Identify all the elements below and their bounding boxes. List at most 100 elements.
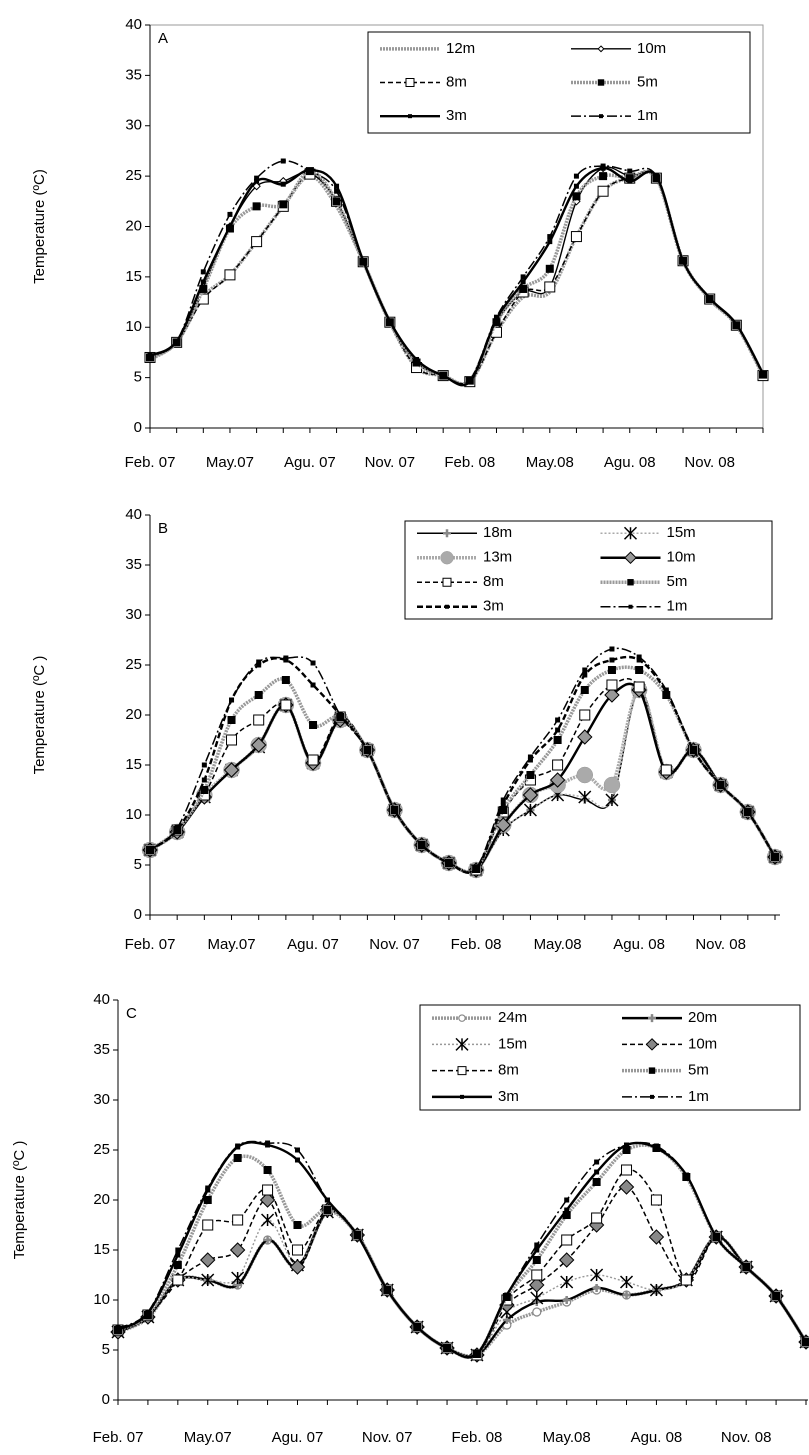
marker — [232, 1214, 244, 1226]
marker — [145, 1309, 151, 1315]
marker — [625, 174, 634, 183]
legend-label: 10m — [688, 1035, 717, 1052]
marker — [443, 529, 451, 538]
marker — [307, 168, 313, 174]
marker — [564, 1207, 570, 1213]
marker — [534, 1247, 540, 1253]
marker — [635, 666, 644, 674]
series-line — [149, 688, 777, 874]
marker — [408, 114, 412, 119]
marker — [200, 1252, 216, 1268]
y-tick-label: 5 — [102, 1341, 110, 1358]
legend-label: 8m — [498, 1062, 519, 1079]
marker — [532, 1307, 542, 1317]
marker — [227, 224, 233, 229]
marker — [323, 1206, 332, 1214]
marker — [529, 1277, 545, 1293]
marker — [460, 1094, 464, 1099]
marker — [227, 716, 236, 724]
marker — [713, 1234, 719, 1240]
marker — [577, 729, 593, 745]
marker — [147, 847, 153, 853]
marker — [597, 79, 605, 86]
marker — [743, 1264, 749, 1270]
marker — [662, 691, 671, 699]
marker — [324, 1197, 330, 1203]
marker — [555, 717, 561, 723]
y-tick-label: 40 — [93, 991, 110, 1008]
marker — [253, 714, 265, 726]
marker — [718, 782, 724, 788]
y-axis-label: Temperature (ºC) — [31, 169, 48, 284]
y-tick-label: 25 — [125, 167, 142, 184]
marker — [582, 672, 588, 678]
x-tick-label: Nov. 07 — [362, 1429, 413, 1446]
y-axis-label: Temperature (ºC ) — [31, 656, 48, 775]
x-tick-label: Feb. 08 — [451, 936, 502, 953]
marker — [291, 1244, 303, 1256]
marker — [250, 737, 267, 753]
y-tick-label: 30 — [93, 1091, 110, 1108]
marker — [280, 158, 286, 164]
legend: 24m 20m 15m 10m 8m 5m 3m 1m — [419, 1004, 801, 1111]
series-line — [149, 166, 764, 385]
marker — [603, 776, 621, 794]
marker — [552, 759, 564, 771]
marker — [627, 579, 634, 586]
y-tick-label: 30 — [125, 606, 142, 623]
marker — [457, 1066, 467, 1076]
marker — [256, 659, 262, 665]
marker — [564, 1197, 570, 1203]
marker — [200, 786, 209, 794]
marker — [531, 1269, 543, 1281]
legend-label: 10m — [667, 549, 696, 566]
legend-label: 15m — [498, 1035, 527, 1052]
marker — [547, 234, 553, 240]
legend-label: 13m — [483, 549, 512, 566]
marker — [227, 211, 233, 217]
y-tick-label: 0 — [134, 419, 142, 436]
marker — [599, 114, 603, 119]
marker — [445, 604, 449, 609]
x-tick-label: Nov. 07 — [365, 454, 416, 471]
marker — [597, 185, 609, 197]
marker — [360, 258, 366, 264]
series-line — [149, 166, 765, 387]
marker — [202, 1219, 214, 1231]
marker — [547, 239, 553, 245]
x-tick-label: May.08 — [543, 1429, 591, 1446]
marker — [440, 551, 454, 565]
marker — [599, 172, 608, 181]
legend: 12m 10m 8m 5m 3m 1m — [367, 31, 751, 134]
marker — [254, 691, 263, 699]
marker — [592, 1178, 601, 1186]
marker — [364, 747, 370, 753]
legend-label: 8m — [483, 573, 504, 590]
marker — [650, 1194, 662, 1206]
x-tick-label: Nov. 08 — [684, 454, 735, 471]
marker — [733, 321, 739, 327]
marker — [334, 183, 340, 189]
legend-box — [419, 1004, 801, 1111]
legend: 18m 15m 13m 10m 8m 5m 3m 1m — [404, 520, 773, 620]
marker — [618, 1179, 635, 1195]
marker — [174, 338, 180, 344]
marker — [621, 1164, 633, 1176]
marker — [628, 604, 633, 609]
marker — [649, 1283, 663, 1297]
marker — [573, 173, 579, 179]
legend-label: 1m — [637, 107, 658, 124]
y-tick-label: 40 — [125, 16, 142, 33]
marker — [653, 173, 659, 179]
marker — [419, 842, 425, 848]
y-tick-label: 20 — [93, 1191, 110, 1208]
marker — [175, 1247, 181, 1253]
marker — [633, 681, 645, 693]
x-tick-label: May.08 — [534, 936, 582, 953]
marker — [307, 754, 319, 766]
marker — [310, 682, 316, 688]
marker — [707, 295, 713, 301]
series-line — [149, 647, 776, 873]
marker — [289, 1259, 306, 1275]
